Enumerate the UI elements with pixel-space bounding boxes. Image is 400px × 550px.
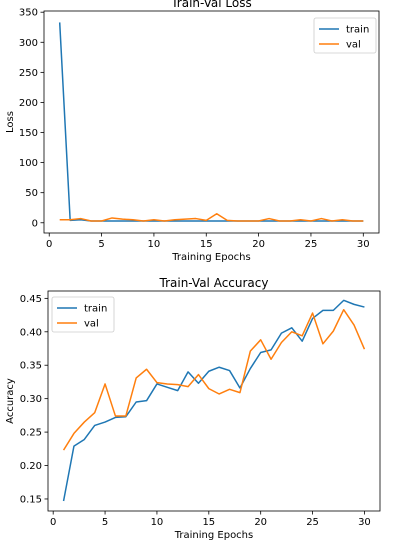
x-axis-label: Training Epochs bbox=[174, 530, 253, 541]
x-tick-label: 15 bbox=[200, 239, 213, 250]
accuracy-chart: Train-Val Accuracy 0 5 10 15 20 25 30 0.15 0.20 0.… bbox=[5, 276, 381, 541]
x-tick-label: 15 bbox=[202, 517, 215, 528]
x-axis-label: Training Epochs bbox=[171, 252, 250, 263]
y-axis-label: Accuracy bbox=[5, 378, 16, 424]
x-tick-label: 20 bbox=[252, 239, 265, 250]
y-tick-label: 200 bbox=[19, 98, 38, 109]
y-tick-label: 0.20 bbox=[20, 461, 42, 472]
x-tick-label: 10 bbox=[151, 517, 164, 528]
series-line-val bbox=[59, 213, 364, 222]
y-tick-label: 100 bbox=[19, 158, 38, 169]
y-tick-label: 350 bbox=[19, 8, 38, 19]
legend-label-val: val bbox=[346, 40, 361, 51]
legend: train val bbox=[51, 296, 115, 333]
y-tick-label: 0.35 bbox=[20, 361, 42, 372]
plot-frame bbox=[43, 10, 380, 234]
x-tick-label: 10 bbox=[148, 239, 161, 250]
x-tick-label: 5 bbox=[98, 239, 104, 250]
x-tick-label: 25 bbox=[305, 239, 318, 250]
chart-title: Train-Val Loss bbox=[170, 0, 252, 10]
legend-label-val: val bbox=[84, 319, 99, 330]
y-tick-label: 150 bbox=[19, 128, 38, 139]
y-tick-label: 0.25 bbox=[20, 428, 42, 439]
legend-label-train: train bbox=[84, 304, 107, 315]
legend-label-train: train bbox=[346, 25, 369, 36]
x-tick-label: 30 bbox=[357, 239, 370, 250]
x-tick-label: 0 bbox=[46, 239, 52, 250]
y-tick-label: 50 bbox=[25, 188, 38, 199]
y-tick-label: 300 bbox=[19, 38, 38, 49]
legend-box bbox=[313, 17, 377, 54]
x-tick-label: 30 bbox=[358, 517, 371, 528]
plot-frame bbox=[47, 290, 381, 512]
y-tick-label: 0.40 bbox=[20, 327, 42, 338]
legend: train val bbox=[313, 17, 377, 54]
legend-box bbox=[51, 296, 115, 333]
y-tick-label: 250 bbox=[19, 68, 38, 79]
y-tick-label: 0 bbox=[32, 218, 38, 229]
x-tick-label: 25 bbox=[306, 517, 319, 528]
x-tick-label: 5 bbox=[102, 517, 108, 528]
y-tick-label: 0.30 bbox=[20, 394, 42, 405]
chart-title: Train-Val Accuracy bbox=[159, 276, 269, 290]
y-axis-label: Loss bbox=[5, 111, 16, 133]
x-tick-label: 0 bbox=[50, 517, 56, 528]
series-line-val bbox=[62, 308, 366, 451]
y-tick-label: 0.45 bbox=[20, 294, 42, 305]
x-tick-label: 20 bbox=[254, 517, 267, 528]
y-tick-label: 0.15 bbox=[20, 494, 42, 505]
